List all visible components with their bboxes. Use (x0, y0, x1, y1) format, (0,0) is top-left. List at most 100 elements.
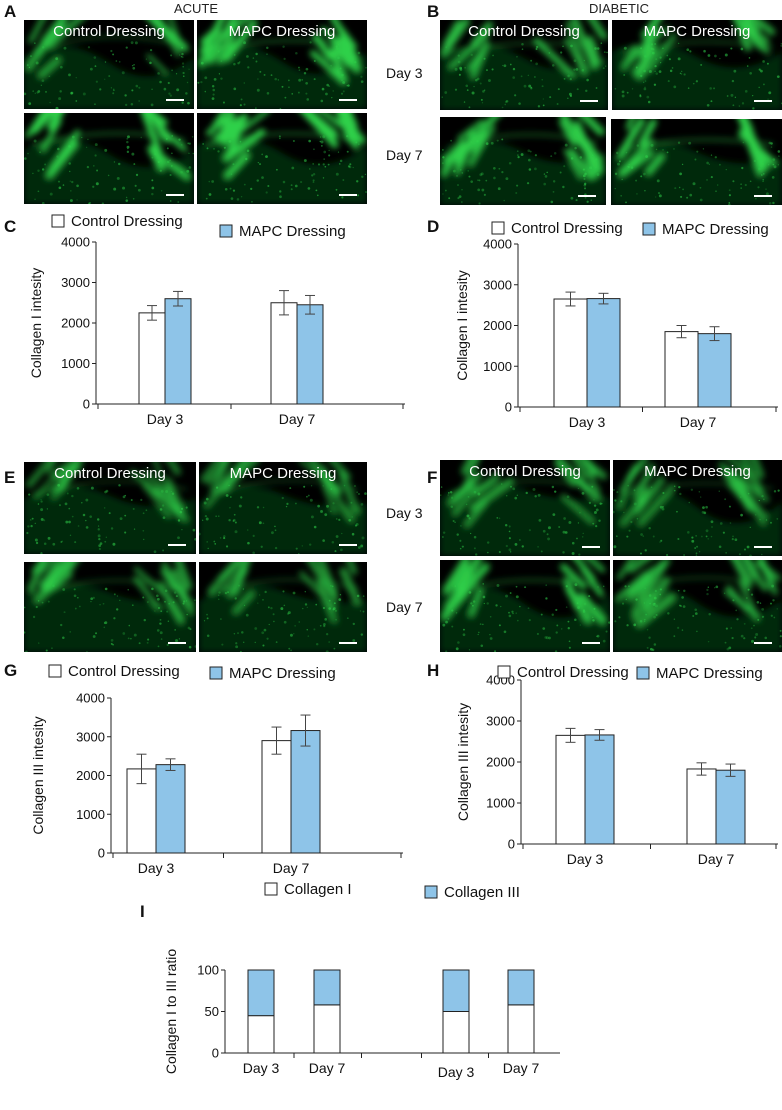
tissue-speck (480, 172, 484, 176)
tissue-speck (505, 495, 508, 497)
legend-swatch-1 (48, 664, 62, 678)
tissue-speck (764, 636, 768, 640)
tissue-speck (242, 641, 245, 643)
tissue-speck (181, 62, 185, 65)
tissue-speck (497, 187, 501, 191)
tissue-speck (130, 499, 133, 502)
tissue-speck (360, 633, 364, 636)
tissue-speck (68, 73, 71, 77)
tissue-speck (86, 165, 90, 169)
tissue-speck (328, 599, 331, 602)
tissue-speck (480, 644, 484, 648)
tissue-speck (113, 617, 116, 620)
tissue-speck (252, 534, 255, 538)
tissue-speck (127, 589, 129, 591)
tissue-speck (355, 522, 359, 526)
tissue-speck (747, 492, 750, 495)
tissue-speck (267, 185, 270, 188)
legend-label-1: Control Dressing (517, 664, 629, 681)
tissue-streak (206, 115, 229, 136)
tissue-speck (283, 57, 286, 60)
tissue-speck (739, 496, 742, 498)
tissue-speck (246, 529, 249, 531)
tissue-speck (655, 58, 658, 61)
tissue-speck (595, 87, 598, 89)
scale-bar (578, 195, 596, 197)
tissue-speck (679, 492, 682, 496)
tissue-speck (160, 489, 164, 493)
tissue-speck (768, 201, 772, 205)
tissue-speck (653, 602, 656, 605)
epidermis-arc (32, 131, 186, 147)
tissue-speck (479, 590, 481, 593)
tissue-speck (331, 97, 333, 99)
tissue-speck (274, 546, 278, 550)
tissue-speck (753, 624, 755, 627)
tissue-speck (645, 155, 648, 158)
tissue-streak (588, 20, 608, 41)
tissue-speck (168, 92, 171, 95)
tissue-speck (37, 503, 40, 505)
tissue-speck (194, 599, 196, 601)
tissue-speck (186, 81, 189, 84)
tissue-speck (159, 80, 162, 84)
tissue-speck (442, 536, 444, 538)
y-tick-label: 1000 (483, 359, 512, 374)
tissue-streak (627, 560, 651, 574)
tissue-speck (284, 96, 287, 99)
tissue-speck (459, 539, 462, 542)
tissue-speck (740, 513, 743, 517)
tissue-speck (770, 142, 773, 145)
tissue-speck (472, 600, 476, 603)
tissue-speck (564, 531, 568, 534)
tissue-speck (298, 621, 300, 623)
tissue-speck (530, 59, 533, 62)
tissue-speck (575, 68, 579, 71)
tissue-speck (454, 67, 458, 71)
tissue-speck (567, 97, 569, 100)
tissue-speck (62, 636, 65, 640)
tissue-speck (235, 642, 238, 645)
tissue-speck (728, 646, 732, 650)
tissue-speck (24, 92, 27, 96)
tissue-speck (535, 48, 538, 50)
tissue-speck (550, 155, 553, 158)
tissue-speck (331, 585, 334, 588)
tissue-speck (661, 507, 665, 511)
tissue-speck (741, 102, 745, 105)
tissue-speck (127, 637, 130, 640)
tissue-speck (306, 495, 308, 498)
tissue-speck (95, 182, 99, 186)
tissue-speck (470, 532, 472, 535)
tissue-speck (315, 189, 318, 192)
tissue-speck (35, 61, 39, 65)
tissue-speck (338, 518, 341, 521)
tissue-speck (82, 513, 86, 517)
tissue-speck (750, 593, 754, 596)
tissue-speck (681, 70, 683, 72)
tissue-speck (505, 594, 509, 598)
legend-swatch-1 (497, 665, 511, 679)
tissue-speck (536, 632, 539, 636)
tissue-speck (618, 616, 621, 619)
scale-bar (580, 100, 598, 102)
tissue-speck (487, 551, 489, 554)
tissue-speck (768, 91, 772, 95)
tissue-speck (683, 589, 686, 593)
scale-bar (168, 642, 186, 644)
tissue-speck (508, 614, 512, 618)
tissue-speck (625, 201, 627, 204)
tissue-speck (76, 184, 79, 188)
tissue-speck (322, 177, 325, 179)
tissue-speck (88, 202, 91, 204)
tissue-streak (533, 37, 576, 78)
tissue-speck (568, 520, 572, 524)
tissue-speck (240, 195, 243, 198)
tissue-speck (613, 489, 615, 491)
tissue-speck (640, 175, 643, 178)
tissue-speck (94, 103, 96, 105)
tissue-speck (498, 624, 501, 627)
tissue-speck (126, 145, 130, 149)
tissue-streak (40, 20, 66, 45)
tissue-speck (32, 172, 34, 175)
